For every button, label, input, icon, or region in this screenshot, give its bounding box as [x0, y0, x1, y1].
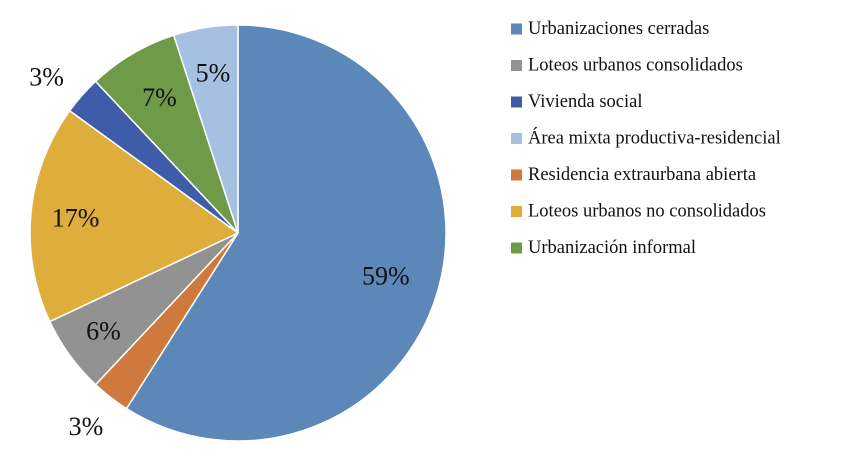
legend-label-residencia-extraurbana-abierta: Residencia extraurbana abierta — [528, 165, 756, 185]
slice-label-residencia-extraurbana-abierta: 3% — [69, 412, 104, 441]
legend-swatch-area-mixta-productiva-residencial — [511, 133, 522, 144]
legend-swatch-loteos-urbanos-no-consolidados — [511, 206, 522, 217]
slice-label-area-mixta-productiva-residencial: 5% — [196, 58, 231, 87]
legend: Urbanizaciones cerradas Loteos urbanos co… — [511, 19, 781, 258]
pie-labels: 59% 3% 6% 17% 3% 7% 5% — [29, 58, 409, 441]
legend-swatch-loteos-urbanos-consolidados — [511, 60, 522, 71]
legend-label-loteos-urbanos-consolidados: Loteos urbanos consolidados — [528, 56, 743, 76]
pie-slice-urbanizaciones-cerradas — [125, 24, 447, 442]
slice-label-loteos-urbanos-consolidados: 6% — [86, 316, 121, 345]
legend-label-urbanizacion-informal: Urbanización informal — [528, 238, 696, 258]
legend-swatch-urbanizacion-informal — [511, 242, 522, 254]
slice-label-vivienda-social: 3% — [29, 62, 64, 91]
legend-swatch-residencia-extraurbana-abierta — [511, 169, 522, 181]
pie-slice-loteos-urbanos-no-consolidados — [29, 109, 240, 323]
legend-label-urbanizaciones-cerradas: Urbanizaciones cerradas — [528, 19, 709, 39]
legend-swatch-urbanizaciones-cerradas — [511, 23, 522, 35]
slice-label-loteos-urbanos-no-consolidados: 17% — [52, 204, 100, 233]
pie-slice-area-mixta-productiva-residencial — [172, 24, 239, 234]
legend-label-vivienda-social: Vivienda social — [528, 92, 642, 112]
slice-label-urbanizaciones-cerradas: 59% — [362, 261, 410, 290]
slice-label-urbanizacion-informal: 7% — [142, 83, 177, 112]
legend-label-loteos-urbanos-no-consolidados: Loteos urbanos no consolidados — [528, 202, 766, 222]
pie-slices — [29, 24, 447, 442]
legend-label-area-mixta-productiva-residencial: Área mixta productiva-residencial — [528, 127, 781, 149]
legend-swatch-vivienda-social — [511, 96, 522, 108]
